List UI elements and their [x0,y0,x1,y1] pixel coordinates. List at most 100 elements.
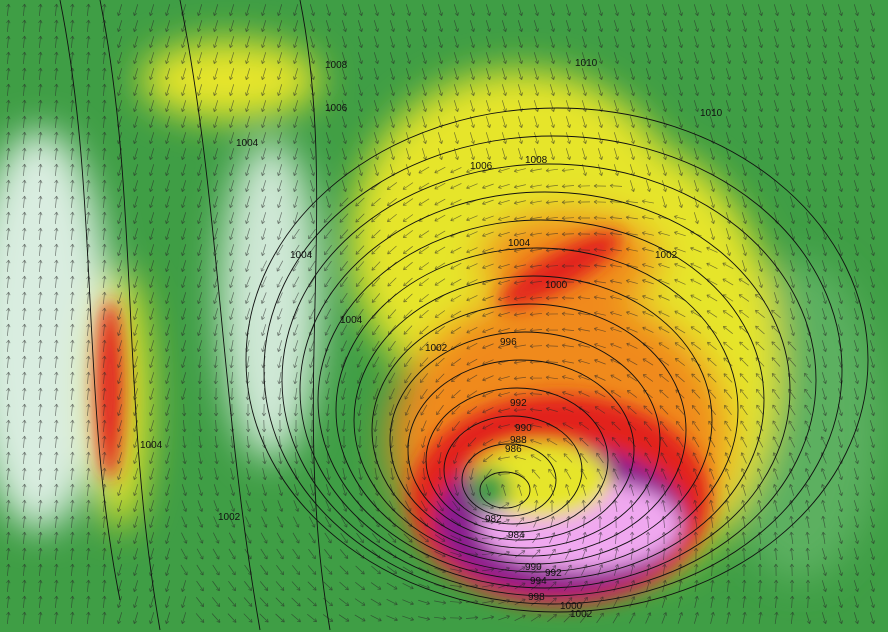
wind-arrow [661,100,667,113]
wind-arrow [805,68,811,81]
wind-arrow [38,339,43,353]
wind-arrow [498,534,510,541]
wind-arrow [820,436,827,448]
wind-arrow [644,452,652,464]
wind-arrow [821,20,827,33]
wind-arrow [245,36,251,49]
wind-arrow [86,531,91,545]
wind-arrow [261,244,267,257]
wind-arrow [645,596,652,608]
wind-arrow [22,51,27,65]
wind-arrow [627,405,637,415]
wind-arrow [149,260,155,273]
wind-arrow [86,339,91,353]
wind-arrow [692,452,699,464]
wind-arrow [342,468,347,481]
wind-arrow [293,116,299,129]
wind-arrow [341,36,347,49]
wind-arrow [513,296,526,301]
wind-arrow [133,4,139,17]
wind-arrow [133,228,139,241]
isobar-label: 1004 [236,138,259,149]
wind-arrow [70,227,75,241]
wind-arrow [324,260,332,272]
wind-arrow [228,548,236,560]
wind-arrow [450,215,462,222]
wind-arrow [278,452,283,465]
wind-arrow [853,84,859,97]
wind-arrow [325,435,331,449]
wind-arrow [774,579,779,593]
wind-arrow [545,232,559,237]
wind-arrow [593,327,606,332]
wind-arrow [229,196,235,209]
wind-arrow [197,84,203,97]
wind-arrow [181,212,187,225]
wind-arrow [629,84,635,97]
wind-arrow [149,308,155,321]
wind-arrow [149,180,155,193]
wind-arrow [625,215,638,220]
wind-arrow [853,164,859,177]
wind-arrow [533,52,539,65]
wind-arrow [276,276,283,288]
wind-arrow [70,435,75,449]
wind-arrow [581,36,587,49]
wind-arrow [629,52,635,65]
wind-arrow [405,52,411,65]
wind-arrow [117,356,123,369]
wind-arrow [165,100,171,113]
wind-arrow [228,580,236,592]
wind-arrow [165,148,171,161]
wind-arrow [659,389,669,399]
wind-arrow [613,100,619,113]
wind-arrow [117,148,123,161]
wind-arrow [165,500,171,513]
wind-arrow [674,310,686,318]
wind-arrow [853,228,859,241]
wind-arrow [371,565,381,575]
wind-arrow [837,260,843,273]
wind-arrow [676,452,684,464]
wind-arrow [609,311,622,317]
wind-arrow [547,453,557,463]
wind-arrow [373,132,379,145]
wind-arrow [513,360,526,365]
wind-arrow [821,596,827,609]
wind-arrow [597,515,603,529]
wind-arrow [597,68,603,81]
wind-arrow [229,324,234,337]
wind-arrow [340,516,348,528]
wind-arrow [678,563,683,576]
wind-arrow [469,84,475,97]
wind-arrow [805,244,811,257]
wind-arrow [658,326,670,334]
wind-arrow [405,148,411,161]
wind-arrow [214,468,219,481]
wind-arrow [260,276,267,288]
wind-arrow [229,244,235,257]
wind-arrow [86,147,91,161]
wind-arrow [821,164,827,177]
wind-arrow [821,116,827,129]
wind-arrow [325,196,331,209]
wind-arrow [677,484,683,496]
wind-arrow [853,516,859,529]
wind-arrow [54,579,59,593]
wind-arrow [725,132,731,145]
wind-arrow [739,373,749,383]
wind-arrow [837,612,843,625]
wind-arrow [645,499,650,512]
wind-arrow [357,68,363,81]
wind-arrow [245,484,251,496]
wind-arrow [261,196,267,209]
wind-arrow [165,596,171,609]
wind-arrow [341,100,347,113]
wind-arrow [677,36,683,49]
wind-arrow [565,148,571,161]
wind-arrow [821,132,827,145]
wind-arrow [597,164,603,177]
wind-arrow [562,437,573,446]
wind-arrow [405,116,411,129]
wind-arrow [453,36,459,49]
